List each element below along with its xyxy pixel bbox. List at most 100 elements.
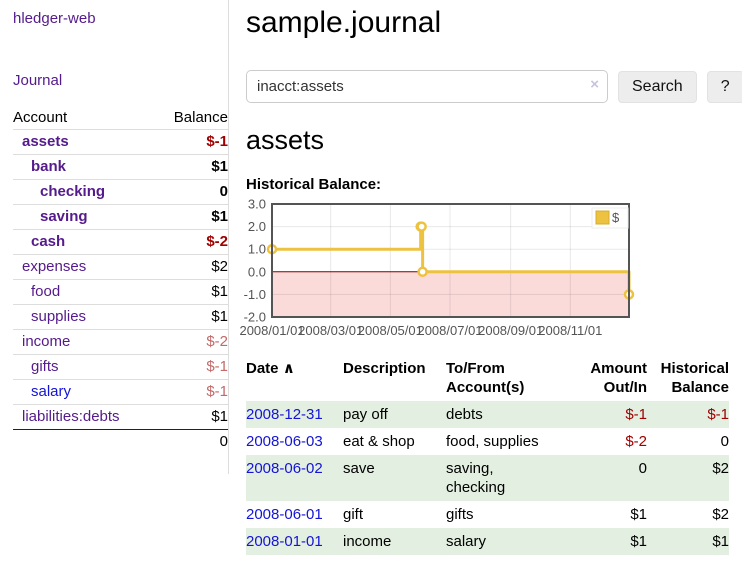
account-link[interactable]: liabilities:debts <box>22 408 120 425</box>
register-header-description: Description <box>343 360 426 377</box>
clear-search-icon[interactable]: × <box>590 76 599 93</box>
x-tick-label: 2008/09/01 <box>478 323 543 338</box>
accounts-header-row: Account Balance <box>13 106 228 130</box>
account-row: food $1 <box>13 279 228 305</box>
transaction-date-link[interactable]: 2008-01-01 <box>246 533 323 550</box>
search-button[interactable]: Search <box>618 70 697 103</box>
transaction-amount: $-2 <box>625 433 647 450</box>
sidebar: hledger-web Journal Account Balance asse… <box>0 0 229 474</box>
transaction-description: gift <box>343 506 364 523</box>
transaction-date-link[interactable]: 2008-12-31 <box>246 406 323 423</box>
y-tick-label: 2.0 <box>248 219 266 234</box>
search-input[interactable] <box>246 70 608 103</box>
accounts-header-account: Account <box>13 109 68 126</box>
account-link[interactable]: bank <box>31 158 67 175</box>
x-tick-label: 2008/03/01 <box>298 323 363 338</box>
y-tick-label: -2.0 <box>244 310 266 325</box>
data-point-marker <box>416 221 427 232</box>
transaction-accounts: saving, checking <box>446 460 506 496</box>
transaction-balance: $1 <box>712 533 729 550</box>
transaction-balance: $2 <box>712 506 729 523</box>
y-tick-label: 0.0 <box>248 264 266 279</box>
account-link[interactable]: saving <box>40 208 88 225</box>
main-content: sample.journal × Search ? assets Histori… <box>229 0 742 555</box>
y-tick-label: -1.0 <box>244 287 266 302</box>
transaction-description: save <box>343 460 375 477</box>
search-bar: × Search ? <box>246 70 742 103</box>
transaction-accounts: salary <box>446 533 487 550</box>
transaction-description: pay off <box>343 406 388 423</box>
register-header-date[interactable]: Date ∧ <box>246 355 343 401</box>
account-balance: 0 <box>219 183 228 200</box>
account-row: gifts $-1 <box>13 354 228 380</box>
register-header-date-label: Date <box>246 360 279 377</box>
balance-chart-svg: 3.0 2.0 1.0 0.0 -1.0 -2.02008/01/012008/03/01… <box>239 197 635 338</box>
accounts-header-balance: Balance <box>173 109 228 126</box>
account-row: expenses $2 <box>13 254 228 280</box>
register-table: Date ∧ Description To/From Account(s) Am… <box>246 355 729 555</box>
transaction-balance: $2 <box>712 460 729 477</box>
data-point-marker <box>417 266 428 278</box>
x-tick-label: 2008/05/01 <box>358 323 423 338</box>
account-balance: $1 <box>211 408 228 425</box>
legend-label: $ <box>612 210 620 225</box>
transaction-description: eat & shop <box>343 433 415 450</box>
register-row: 2008-01-01 income salary $1 $1 <box>246 528 729 555</box>
transaction-amount: $-1 <box>625 406 647 423</box>
sidebar-item-journal[interactable]: Journal <box>13 72 63 89</box>
account-balance: $-2 <box>206 333 228 350</box>
account-link[interactable]: gifts <box>31 358 59 375</box>
x-tick-label: 2008/01/01 <box>239 323 304 338</box>
account-balance: $1 <box>211 283 228 300</box>
account-balance: $1 <box>211 208 228 225</box>
account-link[interactable]: supplies <box>31 308 87 325</box>
transaction-accounts: debts <box>446 406 483 423</box>
transaction-amount: $1 <box>630 533 647 550</box>
accounts-table: Account Balance assets $-1 bank $1 checking 0… <box>13 106 228 454</box>
account-balance: $1 <box>211 308 228 325</box>
transaction-description: income <box>343 533 392 550</box>
plot-border <box>271 203 630 318</box>
account-balance: $2 <box>211 258 228 275</box>
help-button[interactable]: ? <box>706 70 742 103</box>
negative-region <box>272 271 629 317</box>
register-header-row: Date ∧ Description To/From Account(s) Am… <box>246 355 729 401</box>
account-link[interactable]: checking <box>40 183 106 200</box>
accounts-total-value: 0 <box>219 433 228 450</box>
x-tick-label: 2008/07/01 <box>417 323 482 338</box>
transaction-date-link[interactable]: 2008-06-01 <box>246 506 323 523</box>
legend-swatch <box>595 210 610 225</box>
account-row: assets $-1 <box>13 129 228 155</box>
account-row: salary $-1 <box>13 379 228 405</box>
y-tick-label: 1.0 <box>248 242 266 257</box>
account-row: income $-2 <box>13 329 228 355</box>
account-row: saving $1 <box>13 204 228 230</box>
register-row: 2008-06-01 gift gifts $1 $2 <box>246 501 729 528</box>
accounts-total-row: 0 <box>13 429 228 455</box>
account-link[interactable]: salary <box>31 383 72 400</box>
account-row: liabilities:debts $1 <box>13 404 228 430</box>
app-brand-link[interactable]: hledger-web <box>13 10 96 27</box>
account-link[interactable]: cash <box>31 233 66 250</box>
transaction-accounts: food, supplies <box>446 433 539 450</box>
account-link[interactable]: food <box>31 283 61 300</box>
register-row: 2008-12-31 pay off debts $-1 $-1 <box>246 401 729 428</box>
account-balance: $-1 <box>206 358 228 375</box>
sort-ascending-icon: ∧ <box>282 360 295 377</box>
transaction-amount: 0 <box>638 460 647 477</box>
account-balance: $-1 <box>206 133 228 150</box>
account-heading: assets <box>246 125 325 155</box>
x-tick-label: 2008/11/01 <box>538 323 602 338</box>
account-link[interactable]: expenses <box>22 258 87 275</box>
account-row: checking 0 <box>13 179 228 205</box>
account-balance: $-1 <box>206 383 228 400</box>
register-row: 2008-06-03 eat & shop food, supplies $-2 0 <box>246 428 729 455</box>
transaction-date-link[interactable]: 2008-06-03 <box>246 433 323 450</box>
transaction-date-link[interactable]: 2008-06-02 <box>246 460 323 477</box>
account-link[interactable]: income <box>22 333 71 350</box>
register-header-balance: Historical Balance <box>660 360 729 396</box>
transaction-balance: 0 <box>720 433 729 450</box>
account-link[interactable]: assets <box>22 133 69 150</box>
page-title: sample.journal <box>246 6 442 39</box>
register-header-amount: Amount Out/In <box>590 360 647 396</box>
